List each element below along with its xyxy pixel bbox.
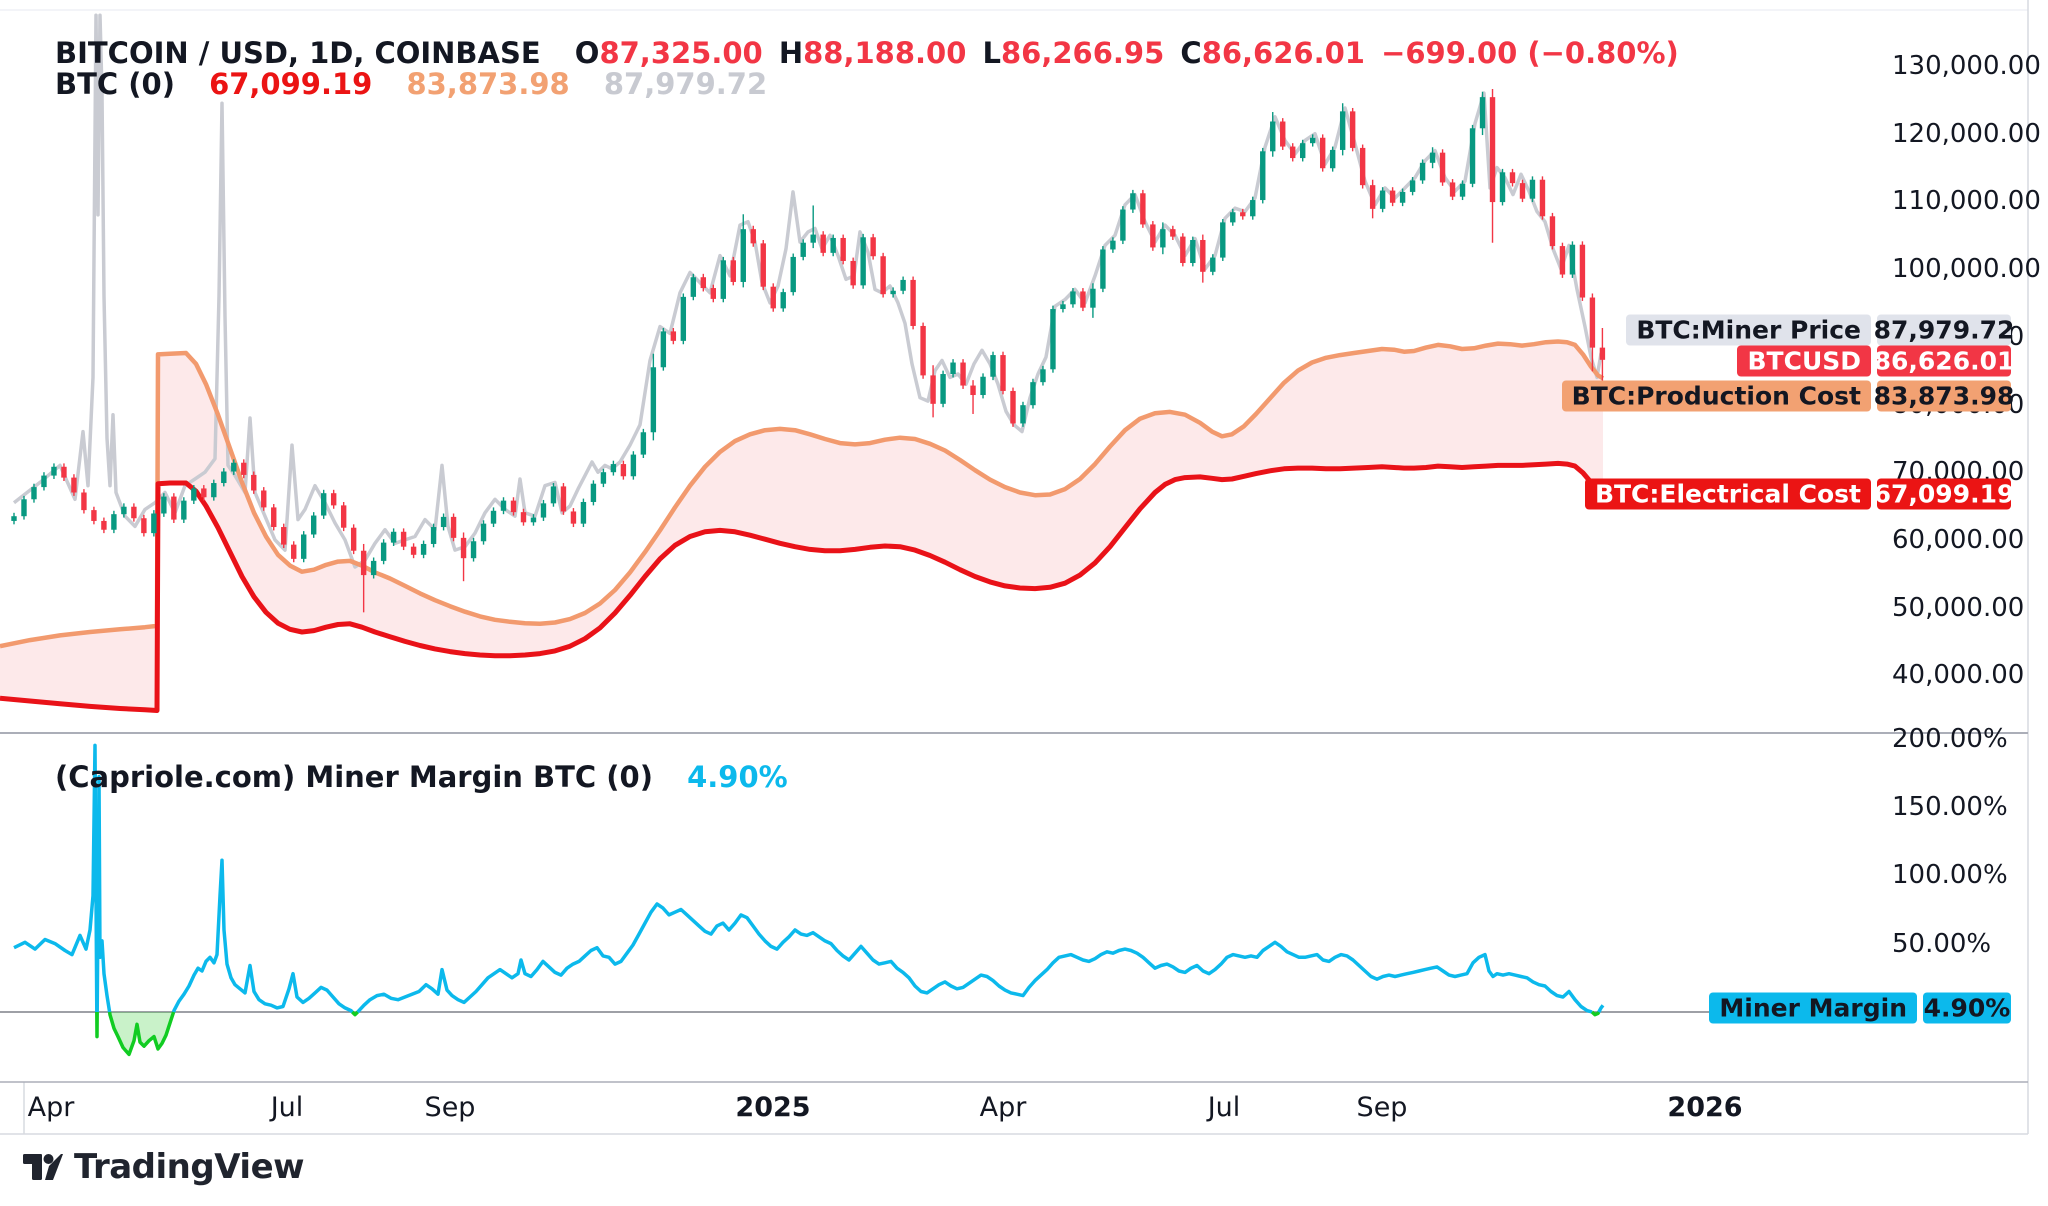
cost-indicator-header: BTC (0) 67,099.19 83,873.98 87,979.72 xyxy=(55,67,773,101)
price-tick: 50,000.00 xyxy=(1892,592,2025,623)
miner-margin-line-negative xyxy=(107,1011,176,1057)
price-tick: 40,000.00 xyxy=(1892,660,2025,691)
miner-margin-title: (Capriole.com) Miner Margin BTC (0) xyxy=(55,760,653,794)
ohlc-low: 86,266.95 xyxy=(1001,36,1165,70)
electrical-cost-value: 67,099.19 xyxy=(209,67,373,101)
miner-margin-value: 4.90% xyxy=(687,760,788,794)
miner-margin-panel[interactable] xyxy=(0,743,1868,1057)
badge-value: 86,626.01 xyxy=(1873,345,2015,377)
margin-tick: 50.00% xyxy=(1892,928,1992,959)
electrical-cost-line xyxy=(0,460,1605,713)
margin-tick: 100.00% xyxy=(1892,860,2008,891)
badge-miner-margin: Miner Margin 4.90% xyxy=(1709,992,2011,1024)
badge-btcusd: BTCUSD 86,626.01 xyxy=(1737,345,2015,377)
ohlc-high: 88,188.00 xyxy=(803,36,967,70)
tradingview-logo-icon xyxy=(23,1154,63,1180)
badge-label: BTCUSD xyxy=(1737,345,1871,377)
badge-label: BTC:Electrical Cost xyxy=(1584,478,1871,510)
time-tick: 2025 xyxy=(735,1092,811,1123)
ohlc-close-label: C xyxy=(1180,36,1202,70)
badge-label: BTC:Miner Price xyxy=(1626,314,1871,346)
symbol-header: BITCOIN / USD, 1D, COINBASE O87,325.00 H… xyxy=(55,36,1685,70)
time-tick: 2026 xyxy=(1667,1092,1743,1123)
tradingview-logo[interactable]: TradingView xyxy=(22,1146,305,1188)
time-tick: Sep xyxy=(1356,1092,1408,1123)
price-tick: 130,000.00 xyxy=(1892,51,2041,81)
miner-margin-line xyxy=(1597,1004,1605,1013)
time-tick: Sep xyxy=(424,1092,476,1123)
ohlc-high-label: H xyxy=(778,36,804,70)
price-tick: 60,000.00 xyxy=(1892,524,2025,555)
price-tick: 100,000.00 xyxy=(1892,254,2041,285)
badge-btc-electrical-cost: BTC:Electrical Cost 67,099.19 xyxy=(1584,478,2015,510)
time-tick: Jul xyxy=(1207,1092,1241,1123)
symbol-title: BITCOIN / USD, 1D, COINBASE xyxy=(55,36,541,70)
miner-margin-line xyxy=(95,775,112,1013)
badge-btc-production-cost: BTC:Production Cost 83,873.98 xyxy=(1561,380,2015,412)
badge-value: 67,099.19 xyxy=(1873,478,2015,510)
miner-margin-line-negative xyxy=(351,1010,359,1017)
ohlc-low-label: L xyxy=(982,36,1001,70)
time-tick: Apr xyxy=(27,1092,75,1123)
miner-margin-line-negative xyxy=(1590,1010,1601,1017)
miner-margin-header: (Capriole.com) Miner Margin BTC (0) 4.90… xyxy=(55,760,794,794)
price-panel[interactable] xyxy=(0,13,1606,713)
badge-label: BTC:Production Cost xyxy=(1561,380,1871,412)
badge-value: 87,979.72 xyxy=(1873,314,2015,346)
badge-btc-miner-price: BTC:Miner Price 87,979.72 xyxy=(1626,314,2015,346)
ohlc-open-label: O xyxy=(574,36,600,70)
margin-tick: 200.00% xyxy=(1892,723,2008,754)
cost-band-fill xyxy=(0,341,1603,711)
time-tick: Apr xyxy=(979,1092,1027,1123)
candles xyxy=(11,89,1606,613)
badge-label: Miner Margin xyxy=(1709,992,1917,1024)
time-tick: Jul xyxy=(270,1092,304,1123)
negative-margin-fill xyxy=(109,1012,174,1055)
ohlc-close: 86,626.01 xyxy=(1201,36,1365,70)
miner-margin-line xyxy=(356,902,1593,1014)
badge-value: 83,873.98 xyxy=(1873,380,2015,412)
price-tick: 120,000.00 xyxy=(1892,118,2041,149)
price-tick: 110,000.00 xyxy=(1892,186,2041,217)
badge-value: 4.90% xyxy=(1923,992,2011,1024)
miner-margin-line xyxy=(171,858,354,1014)
ohlc-open: 87,325.00 xyxy=(599,36,763,70)
miner-price-value: 87,979.72 xyxy=(603,67,768,101)
ohlc-change: −699.00 (−0.80%) xyxy=(1381,36,1679,70)
production-cost-value: 83,873.98 xyxy=(406,67,570,101)
tradingview-logo-text: TradingView xyxy=(74,1147,305,1187)
margin-tick: 150.00% xyxy=(1892,791,2008,822)
production-cost-line xyxy=(0,339,1605,649)
cost-indicator-title: BTC (0) xyxy=(55,67,175,101)
miner-margin-line xyxy=(13,743,99,1013)
